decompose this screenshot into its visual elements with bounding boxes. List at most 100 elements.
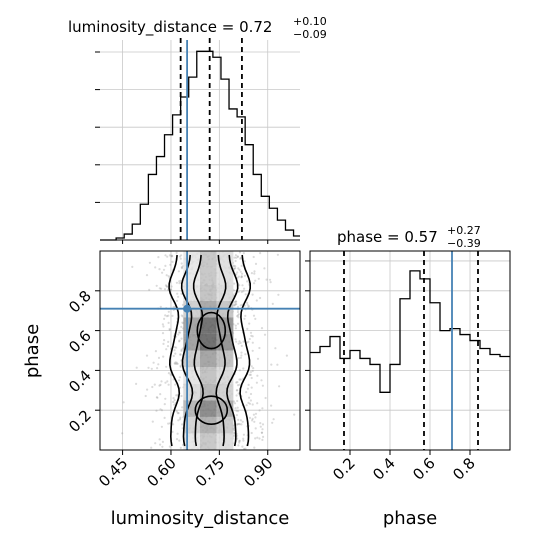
joint-density-cell [183,350,200,368]
joint-density-cell [200,317,217,334]
joint-xtick-label-2: 0.75 [192,454,228,490]
joint-sample-point [248,396,251,399]
joint-sample-point [166,285,169,288]
joint-sample-point [237,444,240,447]
joint-sample-point [240,275,243,278]
joint-sample-point [243,260,246,263]
joint-density-cells [183,251,234,450]
joint-sample-point [235,340,238,343]
joint-sample-point [169,373,172,376]
joint-contour-outer-right [239,254,251,447]
phase-quantile-lines [343,251,479,450]
joint-sample-point [162,355,165,358]
joint-sample-point [180,337,183,340]
joint-sample-point [255,299,258,302]
joint-sample-point [161,323,164,326]
joint-sample-point [171,314,174,317]
joint-sample-point [233,267,236,270]
joint-sample-point [240,344,243,347]
joint-sample-point [155,409,158,412]
joint-sample-point [167,275,170,278]
joint-sample-point [167,383,170,386]
joint-sample-point [168,328,171,332]
phase-marginal-yticks [305,260,310,411]
joint-sample-point [148,288,151,291]
joint-sample-point [172,397,175,400]
phase-xlabel: phase [383,508,437,529]
joint-sample-point [235,423,238,426]
joint-sample-point [240,423,243,426]
joint-sample-point [248,402,252,405]
joint-sample-point [235,256,238,259]
joint-sample-point [253,272,256,275]
joint-sample-point [234,267,237,270]
joint-sample-point [178,339,181,342]
joint-sample-point [250,431,253,435]
joint-sample-point [285,354,288,357]
joint-sample-point [236,255,239,258]
joint-sample-point [180,314,183,317]
joint-ylabel: phase [22,324,43,378]
joint-contour-core-lower [194,395,229,426]
joint-sample-point [240,275,243,278]
joint-sample-point [238,441,241,444]
joint-sample-point [236,389,239,392]
phase-marginal-frame [309,250,511,451]
joint-sample-point [177,412,180,415]
joint-sample-point [179,416,182,419]
joint-sample-point [240,276,243,279]
joint-panel: 0.45 0.60 0.75 0.90 0.2 0.4 0.6 0.8 luminosity… [22,250,301,529]
joint-truth-marker [183,304,192,313]
joint-sample-point [237,357,240,360]
joint-sample-point [180,349,183,352]
phase-histogram-line [310,270,510,393]
joint-sample-point [175,410,178,413]
ld-quantile-lines [179,38,243,240]
joint-sample-point [234,303,237,306]
joint-sample-point [178,255,182,258]
joint-sample-point [246,280,249,283]
joint-sample-point [177,333,180,336]
joint-sample-point [247,306,250,309]
joint-sample-point [252,255,255,259]
joint-sample-point [270,404,273,407]
joint-sample-point [121,432,124,435]
joint-sample-point [236,271,239,274]
joint-sample-point [243,317,246,320]
joint-sample-point [241,445,244,448]
joint-sample-point [163,416,166,419]
joint-sample-point [153,383,156,386]
joint-sample-point [258,409,261,412]
joint-sample-point [260,327,264,330]
joint-sample-point [165,285,168,288]
joint-sample-point [253,270,256,273]
joint-sample-point [244,293,247,296]
joint-sample-point [261,438,264,441]
joint-sample-point [176,292,179,295]
joint-sample-point [250,386,253,389]
joint-sample-point [166,380,169,383]
joint-sample-point [236,322,240,325]
joint-density-cell [200,350,217,368]
joint-sample-point [254,437,257,440]
joint-sample-point [234,265,237,268]
joint-sample-point [122,401,125,404]
joint-density-cell [200,284,217,301]
joint-sample-point [232,400,236,403]
joint-sample-point [178,439,181,442]
joint-sample-point [180,254,183,257]
joint-sample-point [233,434,236,437]
joint-sample-point [233,282,236,285]
joint-xtick-label-3: 0.90 [240,454,276,490]
joint-sample-point [167,340,170,343]
joint-sample-point [162,342,165,345]
joint-sample-point [241,284,244,287]
joint-contour-core-upper [196,311,227,350]
joint-sample-point [234,300,237,303]
ld-marginal-panel: luminosity_distance = 0.72 +0.10 −0.09 [68,15,327,244]
joint-sample-point [236,310,239,314]
joint-sample-point [238,369,241,372]
joint-sample-point [235,409,238,412]
joint-density-cell [183,251,200,268]
joint-sample-point [238,251,242,254]
